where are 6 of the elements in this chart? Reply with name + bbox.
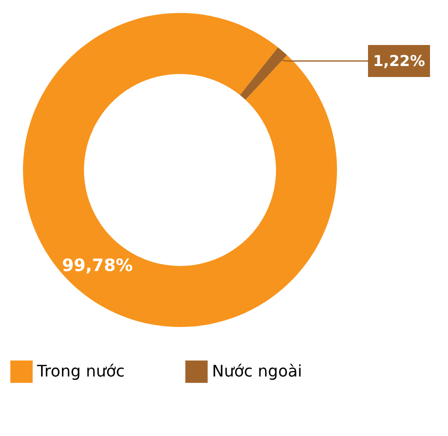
data-label: 99,78%	[62, 256, 133, 276]
legend-label: Nước ngoài	[212, 362, 302, 381]
donut-slice	[240, 47, 288, 100]
legend-label: Trong nước	[36, 362, 125, 381]
donut-slice	[23, 13, 337, 327]
data-label: 1,22%	[372, 52, 426, 70]
